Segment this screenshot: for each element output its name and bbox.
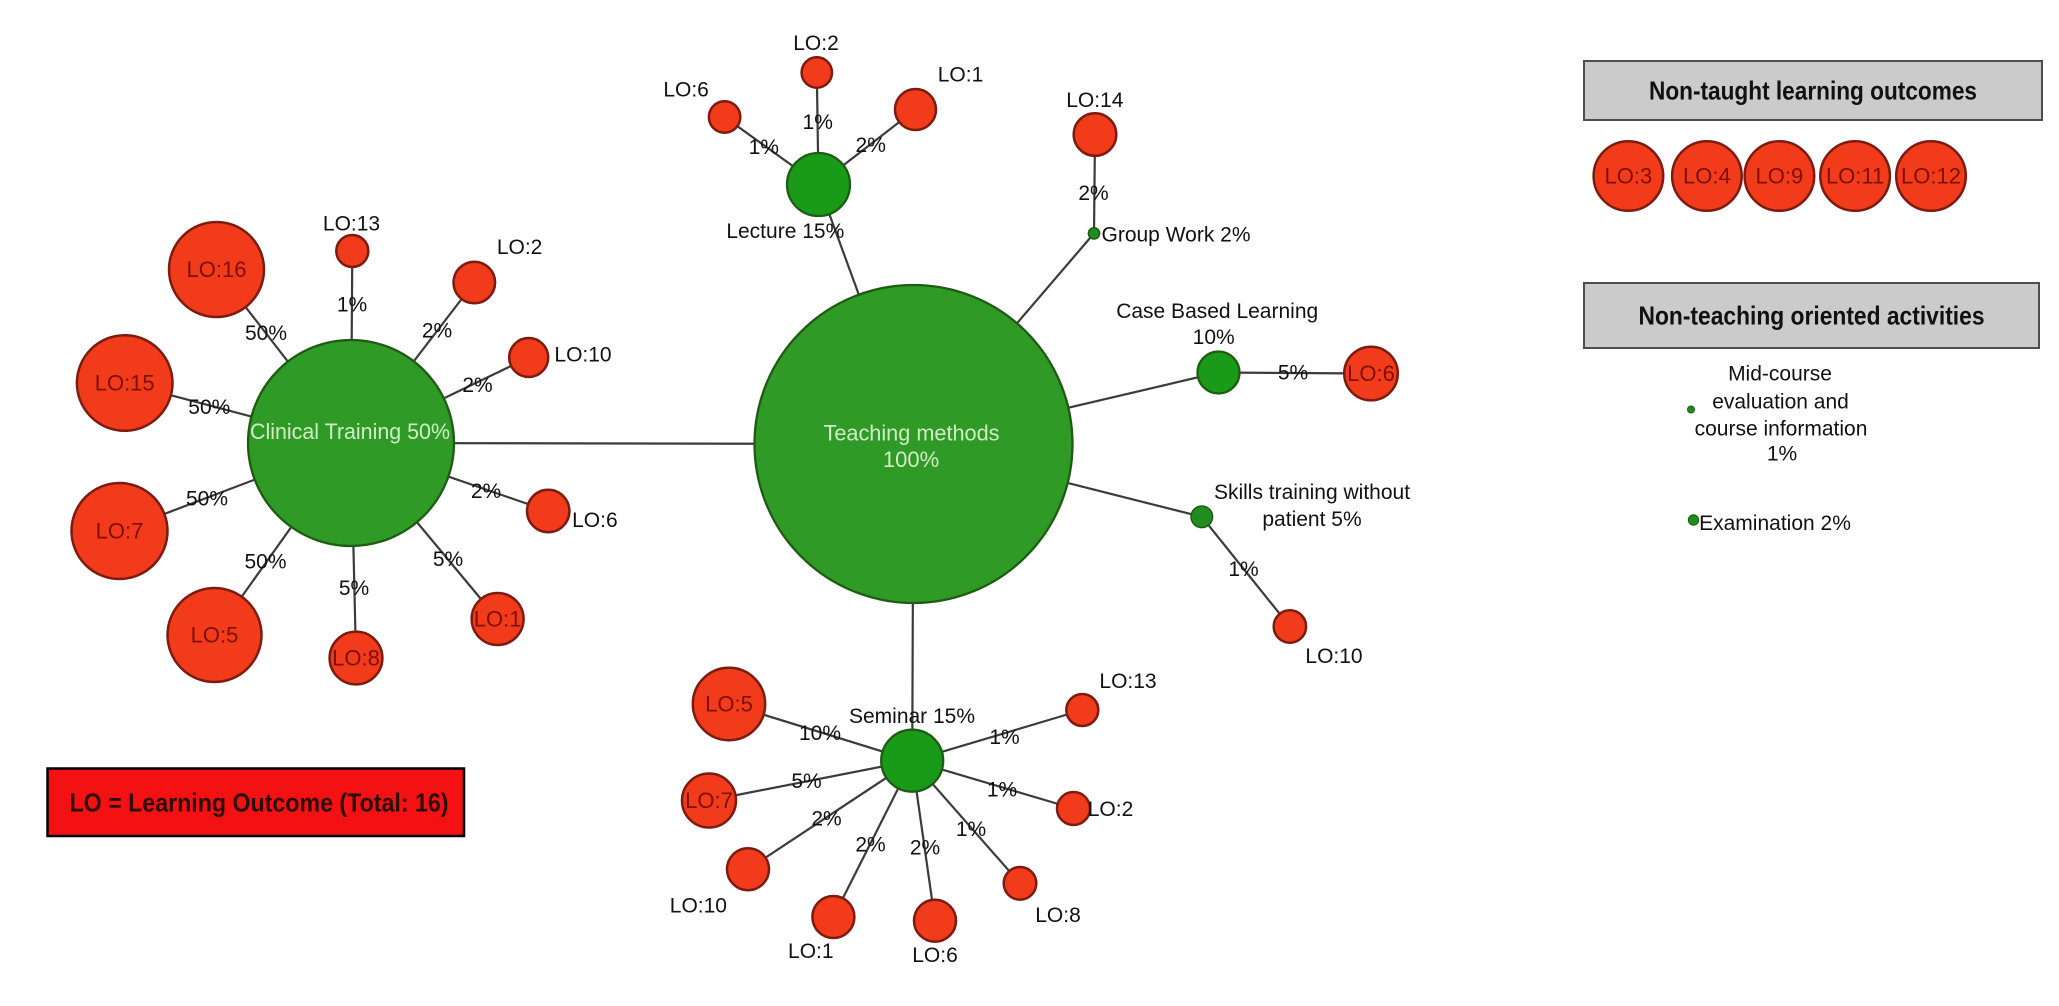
svg-text:LO:2: LO:2 — [497, 236, 543, 259]
svg-text:LO:2: LO:2 — [1088, 798, 1134, 821]
svg-text:1%: 1% — [337, 294, 367, 317]
svg-text:100%: 100% — [883, 447, 939, 472]
svg-text:Non-teaching oriented activiti: Non-teaching oriented activities — [1639, 301, 1985, 331]
svg-text:LO:7: LO:7 — [96, 519, 144, 544]
svg-text:Seminar 15%: Seminar 15% — [849, 705, 975, 728]
svg-text:LO:1: LO:1 — [474, 607, 522, 632]
svg-text:Clinical Training 50%: Clinical Training 50% — [250, 419, 450, 444]
svg-text:Skills training without: Skills training without — [1214, 481, 1410, 504]
svg-text:LO:1: LO:1 — [938, 63, 984, 86]
svg-text:2%: 2% — [811, 808, 841, 831]
svg-text:LO:13: LO:13 — [1099, 670, 1156, 693]
svg-text:1%: 1% — [803, 111, 833, 134]
svg-text:Non-taught learning outcomes: Non-taught learning outcomes — [1649, 76, 1977, 106]
svg-text:50%: 50% — [244, 551, 286, 574]
svg-text:LO:15: LO:15 — [95, 371, 155, 396]
svg-text:1%: 1% — [749, 136, 779, 159]
svg-text:2%: 2% — [910, 837, 940, 860]
svg-text:LO:10: LO:10 — [1305, 645, 1362, 668]
svg-text:LO:8: LO:8 — [1035, 904, 1081, 927]
svg-text:LO:11: LO:11 — [1826, 164, 1884, 189]
svg-text:LO:3: LO:3 — [1605, 164, 1653, 189]
svg-text:5%: 5% — [339, 577, 369, 600]
svg-text:Case Based Learning: Case Based Learning — [1116, 300, 1318, 323]
svg-text:LO:1: LO:1 — [788, 940, 834, 963]
svg-text:LO:12: LO:12 — [1901, 164, 1961, 189]
svg-text:LO:8: LO:8 — [332, 646, 380, 671]
svg-text:Examination 2%: Examination 2% — [1699, 512, 1851, 535]
svg-text:LO:6: LO:6 — [663, 78, 709, 101]
svg-text:5%: 5% — [791, 770, 821, 793]
svg-text:patient 5%: patient 5% — [1262, 508, 1361, 531]
svg-text:LO:10: LO:10 — [554, 344, 611, 367]
svg-text:LO:5: LO:5 — [191, 623, 239, 648]
svg-text:1%: 1% — [987, 779, 1017, 802]
svg-text:50%: 50% — [188, 396, 230, 419]
svg-text:5%: 5% — [1278, 362, 1308, 385]
svg-text:1%: 1% — [989, 726, 1019, 749]
svg-text:Mid-course: Mid-course — [1728, 363, 1832, 386]
svg-text:10%: 10% — [1193, 326, 1235, 349]
svg-text:10%: 10% — [799, 722, 841, 745]
svg-text:LO:7: LO:7 — [685, 788, 733, 813]
svg-text:1%: 1% — [1767, 443, 1797, 466]
svg-text:LO:14: LO:14 — [1066, 89, 1124, 112]
svg-text:Group Work 2%: Group Work 2% — [1102, 223, 1251, 246]
svg-text:5%: 5% — [433, 548, 463, 571]
svg-text:1%: 1% — [956, 818, 986, 841]
svg-text:LO = Learning Outcome (Total:: LO = Learning Outcome (Total: 16) — [70, 788, 449, 818]
svg-text:Lecture 15%: Lecture 15% — [726, 220, 844, 243]
svg-text:LO:16: LO:16 — [187, 257, 247, 282]
svg-text:LO:9: LO:9 — [1756, 164, 1804, 189]
svg-text:50%: 50% — [245, 322, 287, 345]
svg-text:2%: 2% — [1078, 182, 1108, 205]
svg-text:Teaching methods: Teaching methods — [824, 421, 1000, 446]
svg-text:2%: 2% — [462, 374, 492, 397]
svg-text:2%: 2% — [422, 320, 452, 343]
svg-text:1%: 1% — [1228, 558, 1258, 581]
svg-text:LO:6: LO:6 — [912, 944, 958, 967]
svg-text:evaluation and: evaluation and — [1712, 391, 1849, 414]
svg-text:50%: 50% — [186, 488, 228, 511]
svg-text:2%: 2% — [471, 480, 501, 503]
svg-text:course information: course information — [1695, 418, 1868, 441]
svg-text:LO:5: LO:5 — [705, 692, 753, 717]
svg-text:LO:4: LO:4 — [1683, 164, 1731, 189]
svg-text:LO:6: LO:6 — [572, 509, 618, 532]
svg-text:LO:10: LO:10 — [670, 895, 727, 918]
svg-text:LO:2: LO:2 — [793, 32, 839, 55]
svg-text:LO:6: LO:6 — [1347, 361, 1395, 386]
svg-text:2%: 2% — [855, 834, 885, 857]
svg-text:2%: 2% — [856, 134, 886, 157]
svg-text:LO:13: LO:13 — [323, 213, 380, 236]
